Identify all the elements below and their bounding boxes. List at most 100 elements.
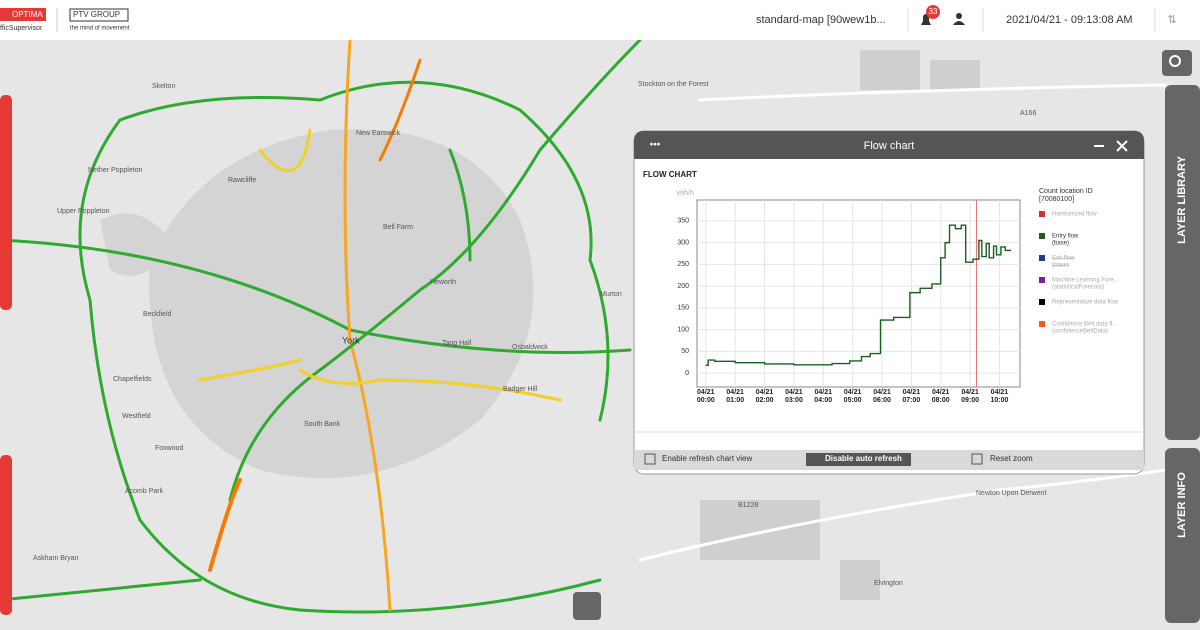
x-tick-label: 04/21 01:00 [726, 389, 745, 404]
badge [926, 5, 940, 19]
tab-label[interactable]: LAYER INFO [1176, 472, 1188, 538]
place-label: New Earswick [356, 130, 400, 137]
legend-label: Entry flow [1052, 234, 1079, 240]
group-sub: the mind of movement [70, 26, 130, 32]
fullscreen-button[interactable] [573, 592, 601, 620]
header [0, 0, 1200, 40]
brand-sub: fficSupervisor [0, 25, 43, 32]
legend-swatch [1039, 299, 1045, 305]
left-tab[interactable] [0, 95, 12, 310]
roads [0, 38, 1167, 614]
legend-swatch [1039, 277, 1045, 283]
button-icon [644, 453, 656, 465]
legend-swatch [1039, 321, 1045, 327]
toolbar-button[interactable]: Reset zoom [990, 454, 1033, 463]
road-label: B1228 [738, 502, 758, 509]
place-label: Beckfield [143, 311, 172, 318]
x-tick-label: 04/21 00:00 [696, 389, 715, 404]
y-tick-label: 50 [681, 348, 689, 355]
place-label: Heworth [430, 279, 456, 286]
place-label: Acomb Park [125, 488, 164, 495]
badge-count: 33 [929, 7, 938, 16]
panel-header [634, 131, 1144, 159]
legend-sublabel: (base) [1052, 241, 1069, 247]
brand-box [0, 8, 46, 21]
legend-swatch [1039, 211, 1045, 217]
search-icon [1169, 55, 1181, 67]
y-axis-label: Veh/h [676, 190, 694, 197]
menu-button[interactable]: ••• [650, 140, 661, 151]
y-tick-label: 200 [677, 283, 689, 290]
y-tick-label: 350 [677, 218, 689, 225]
x-tick-label: 04/21 08:00 [931, 389, 950, 404]
road-label: A166 [1020, 110, 1036, 117]
map-labels: Skelton Stockton on the Forest New Earsw… [33, 81, 1046, 587]
plot-area [696, 199, 1021, 388]
place-label: Askham Bryan [33, 555, 79, 562]
place-label: Murton [600, 291, 622, 298]
user-icon[interactable] [956, 13, 962, 19]
x-tick-label: 04/21 10:00 [990, 389, 1009, 404]
legend-sublabel: (base) [1052, 263, 1069, 269]
place-label: Chapelfields [113, 376, 152, 383]
toolbar-button[interactable]: Enable refresh chart view [662, 454, 752, 463]
place-label: Tang Hall [442, 340, 472, 347]
place-label: York [342, 335, 360, 345]
x-tick-label: 04/21 03:00 [784, 389, 803, 404]
legend-swatch [1039, 255, 1045, 261]
legend-sublabel: (confidenceBeltData) [1052, 329, 1108, 335]
place-label: Bell Farm [383, 224, 413, 231]
legend-title: Count location ID [1039, 188, 1093, 195]
x-tick-label: 04/21 05:00 [843, 389, 862, 404]
right-tab[interactable] [1165, 85, 1200, 440]
map-name[interactable]: standard-map [90wew1b... [756, 14, 886, 26]
place-label: Skelton [152, 83, 175, 90]
x-tick-label: 04/21 02:00 [755, 389, 774, 404]
tab-label[interactable]: LAYER LIBRARY [1176, 155, 1188, 243]
x-tick-label: 04/21 06:00 [873, 389, 891, 404]
fields [700, 50, 980, 600]
legend-subtitle: [70080100] [1039, 196, 1074, 203]
chart-title: FLOW CHART [643, 170, 697, 179]
legend-sublabel: (statisticalForecast) [1052, 285, 1104, 291]
place-label: Upper Poppleton [57, 208, 110, 215]
legend-label: Machine Learning Fore... [1052, 278, 1119, 284]
x-tick-label: 04/21 04:00 [814, 389, 833, 404]
place-label: Osbaldwick [512, 344, 548, 351]
place-label: Newton Upon Derwent [976, 490, 1046, 497]
place-label: Elvington [874, 580, 903, 587]
left-tab[interactable] [0, 455, 12, 615]
place-label: South Bank [304, 421, 341, 428]
y-tick-label: 0 [685, 370, 689, 377]
legend-swatch [1039, 233, 1045, 239]
place-label: Rawcliffe [228, 177, 256, 184]
toolbar-button[interactable]: Disable auto refresh [825, 454, 902, 463]
x-tick-label: 04/21 07:00 [902, 389, 921, 404]
y-tick-label: 250 [677, 261, 689, 268]
legend-label: Confidence Belt data fl... [1052, 322, 1118, 328]
y-tick-label: 300 [677, 239, 689, 246]
toolbar-button-bg[interactable] [806, 453, 911, 466]
group: PTV GROUP [73, 10, 120, 19]
place-label: Foxwood [155, 445, 184, 452]
legend-label: Harmonized flow [1052, 212, 1097, 218]
x-tick-label: 04/21 09:00 [961, 389, 980, 404]
place-label: Westfield [122, 413, 151, 420]
datetime: 2021/04/21 - 09:13:08 AM [1006, 14, 1133, 26]
panel-title: Flow chart [864, 140, 915, 152]
series-line [705, 224, 1012, 366]
close-button[interactable] [1116, 140, 1128, 152]
y-tick-label: 100 [677, 326, 689, 333]
user-icon[interactable] [953, 21, 965, 25]
button-icon [971, 453, 983, 465]
place-label: Stockton on the Forest [638, 81, 708, 88]
brand: OPTIMA [12, 10, 43, 19]
group-box [69, 8, 129, 22]
place-label: Badger Hill [503, 386, 538, 393]
search-button[interactable] [1162, 50, 1192, 76]
right-tab[interactable] [1165, 448, 1200, 623]
sort-icon[interactable]: ⇅ [1167, 14, 1176, 26]
y-tick-label: 150 [677, 305, 689, 312]
